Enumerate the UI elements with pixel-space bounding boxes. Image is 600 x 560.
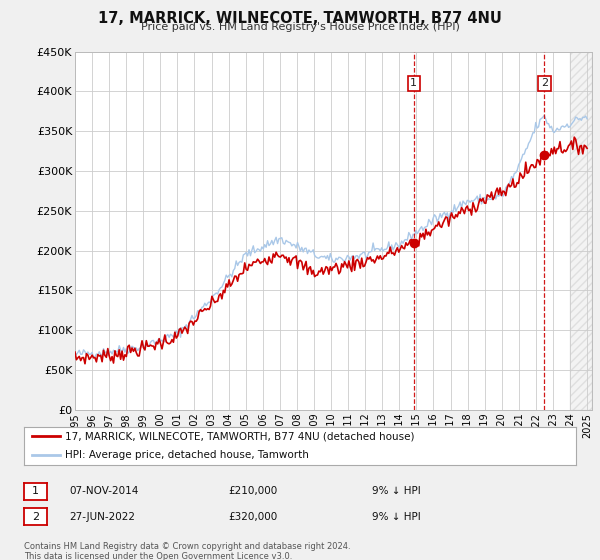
Text: 07-NOV-2014: 07-NOV-2014 — [69, 486, 139, 496]
Text: 17, MARRICK, WILNECOTE, TAMWORTH, B77 4NU (detached house): 17, MARRICK, WILNECOTE, TAMWORTH, B77 4N… — [65, 431, 415, 441]
Text: Price paid vs. HM Land Registry's House Price Index (HPI): Price paid vs. HM Land Registry's House … — [140, 22, 460, 32]
Text: 2: 2 — [32, 512, 39, 522]
Text: 9% ↓ HPI: 9% ↓ HPI — [372, 486, 421, 496]
Text: 2: 2 — [541, 78, 548, 88]
Text: HPI: Average price, detached house, Tamworth: HPI: Average price, detached house, Tamw… — [65, 450, 309, 460]
Text: 17, MARRICK, WILNECOTE, TAMWORTH, B77 4NU: 17, MARRICK, WILNECOTE, TAMWORTH, B77 4N… — [98, 11, 502, 26]
Bar — [570, 52, 592, 410]
Text: 1: 1 — [410, 78, 418, 88]
Text: £320,000: £320,000 — [228, 512, 277, 522]
Text: £210,000: £210,000 — [228, 486, 277, 496]
Text: 27-JUN-2022: 27-JUN-2022 — [69, 512, 135, 522]
Text: 1: 1 — [32, 486, 39, 496]
Text: 9% ↓ HPI: 9% ↓ HPI — [372, 512, 421, 522]
Text: Contains HM Land Registry data © Crown copyright and database right 2024.: Contains HM Land Registry data © Crown c… — [24, 542, 350, 551]
Text: This data is licensed under the Open Government Licence v3.0.: This data is licensed under the Open Gov… — [24, 552, 292, 560]
